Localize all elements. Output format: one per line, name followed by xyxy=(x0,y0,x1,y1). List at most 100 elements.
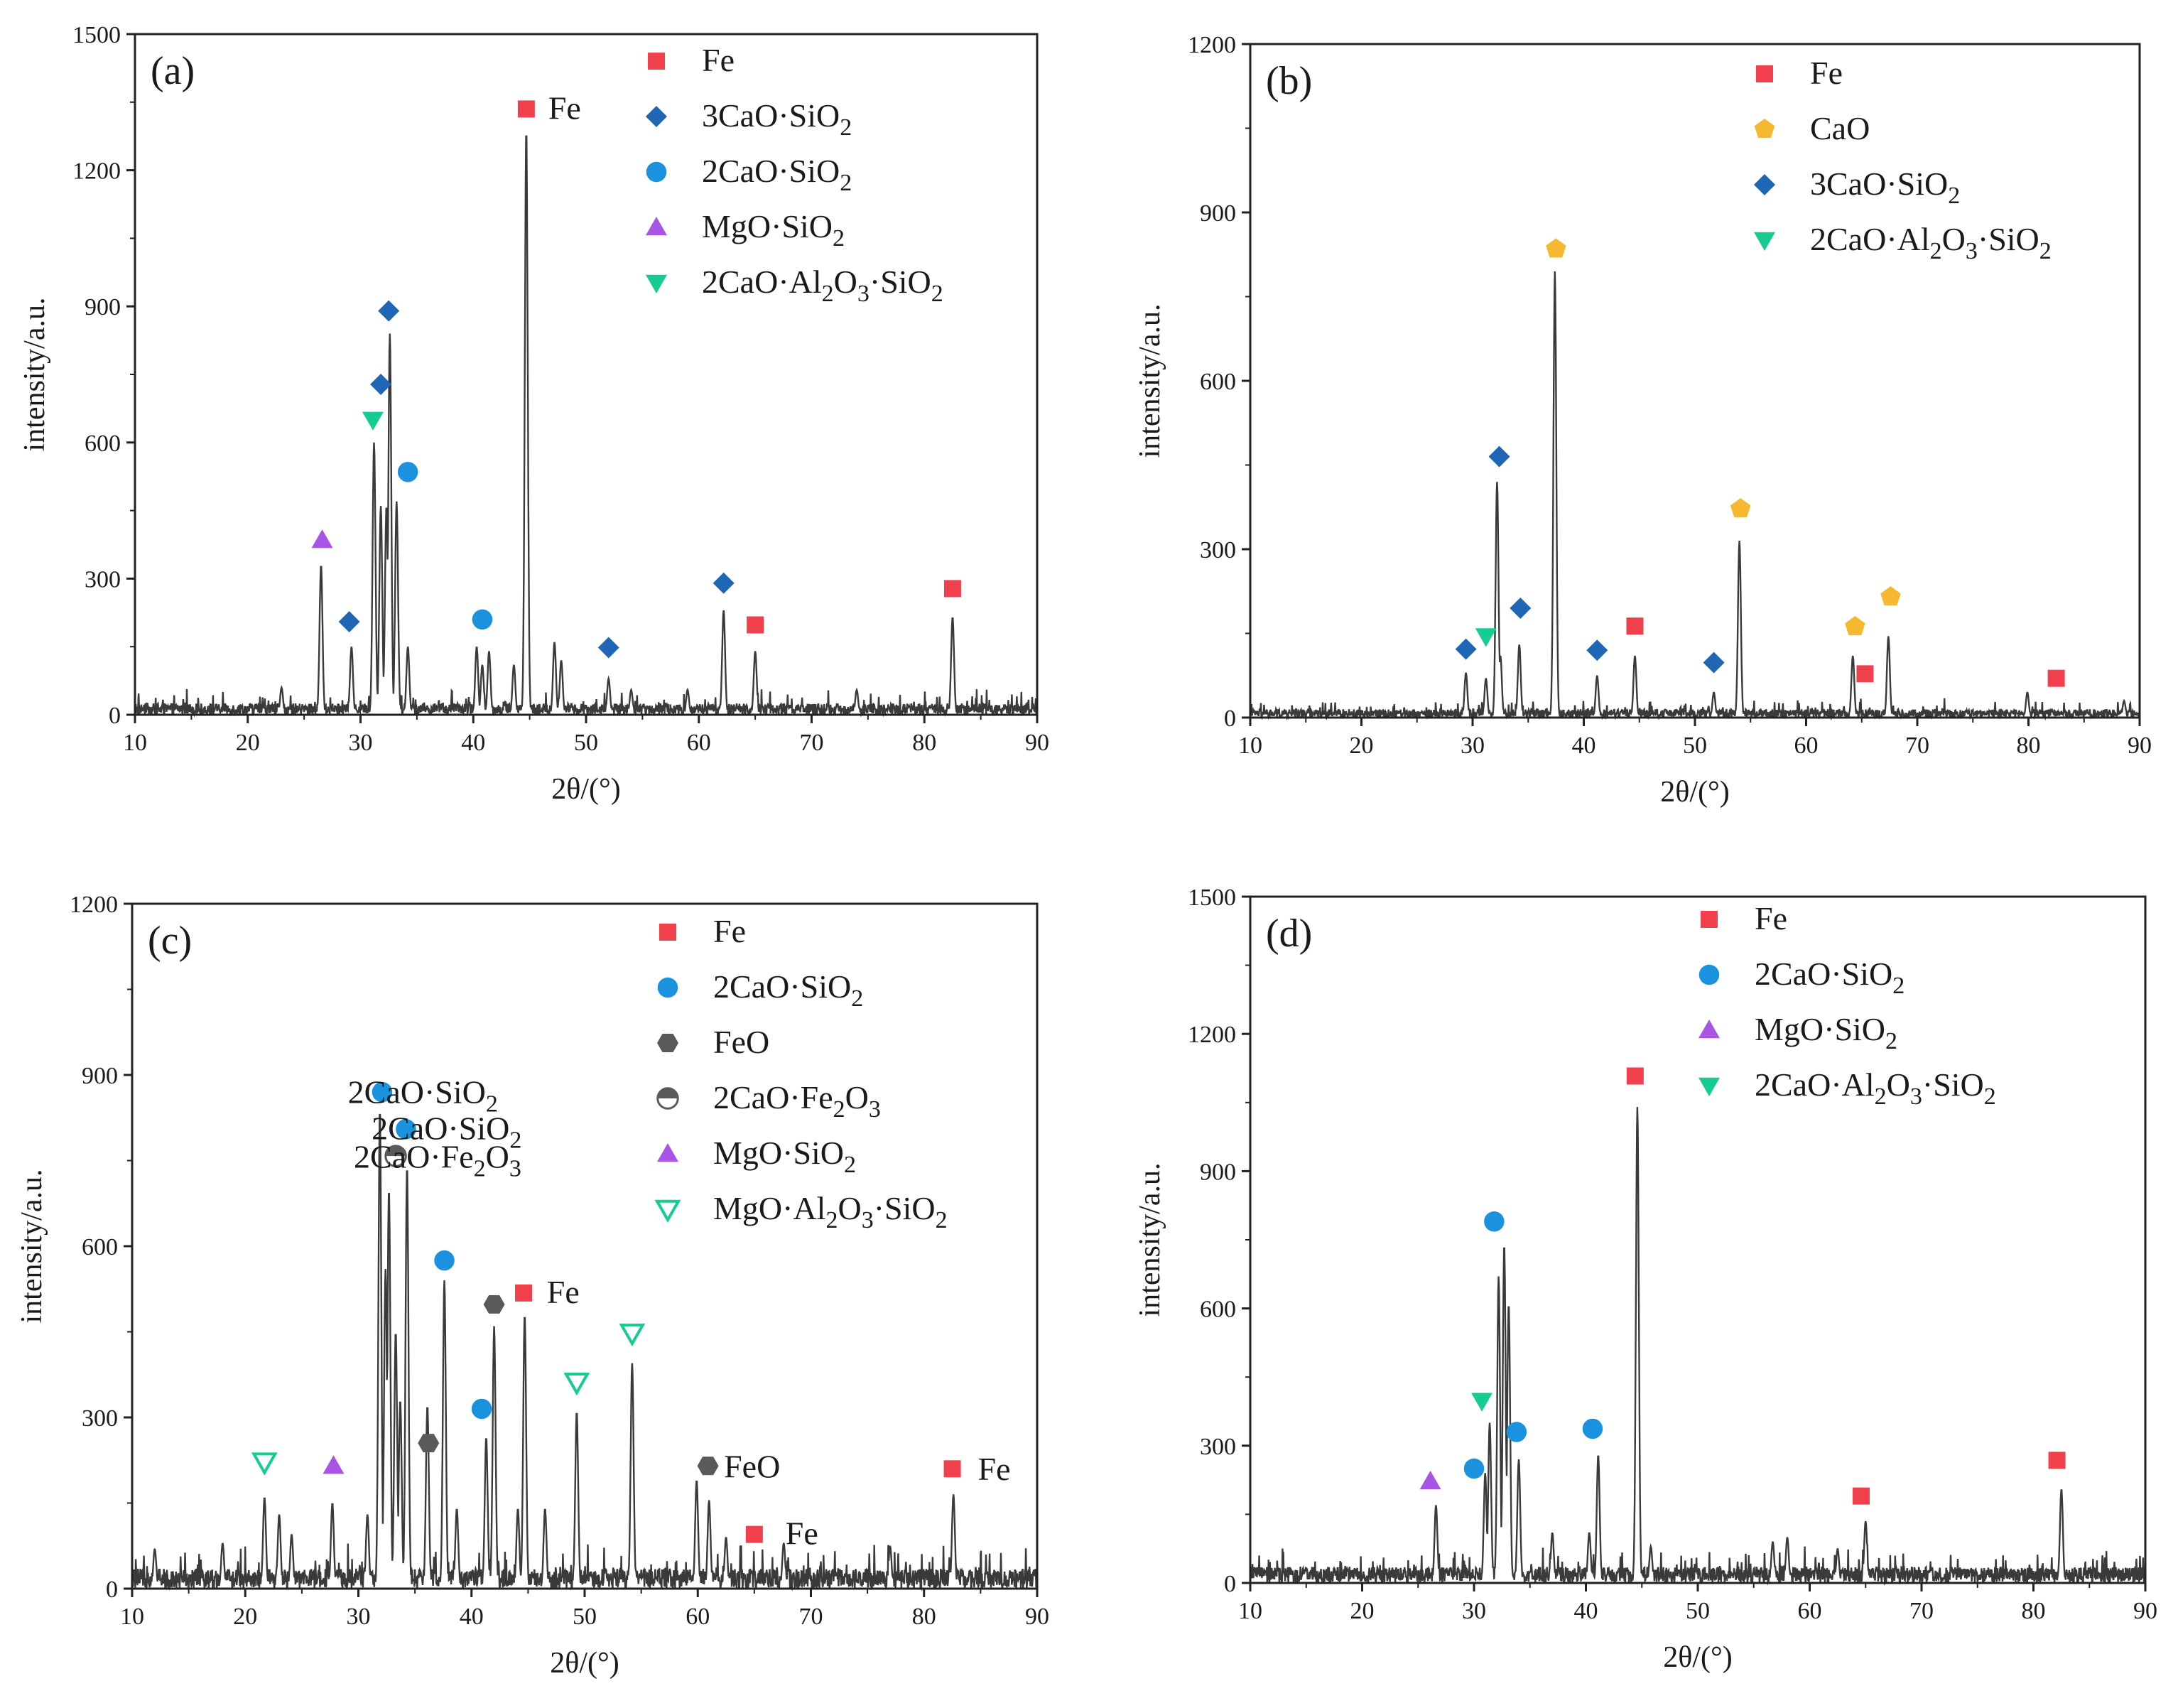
peak-marker-c2as xyxy=(1471,1393,1493,1412)
xrd-trace xyxy=(1249,1107,2147,1586)
peak-marker-cao xyxy=(1880,586,1901,606)
peak-marker-c2s xyxy=(397,462,418,482)
peak-marker-feo xyxy=(697,1456,719,1476)
peak-marker-c2s xyxy=(1463,1458,1485,1479)
legend-entry: Fe xyxy=(1755,900,1787,936)
peak-marker-c3s xyxy=(1703,652,1725,674)
peak-marker-feo xyxy=(418,1434,440,1453)
x-tick-label: 70 xyxy=(800,730,824,756)
y-tick-label: 300 xyxy=(1200,1434,1236,1460)
peak-marker-ms xyxy=(311,529,333,548)
legend-marker-c2s xyxy=(1698,964,1720,985)
y-axis-title: intensity/a.u. xyxy=(1134,304,1166,458)
y-tick-label: 0 xyxy=(1224,706,1236,732)
legend: Fe 2CaO·SiO2 FeO 2CaO·Fe2O3 MgO·SiO2 MgO·Al2O… xyxy=(654,913,948,1233)
x-tick-label: 60 xyxy=(1798,1598,1822,1624)
x-axis-title: 2θ/(°) xyxy=(1663,1641,1733,1674)
y-tick-label: 1500 xyxy=(1188,885,1236,911)
peak-annotation: Fe xyxy=(786,1515,818,1552)
x-tick-label: 30 xyxy=(1461,733,1485,759)
peak-marker-c2s xyxy=(1484,1211,1505,1232)
x-tick-label: 20 xyxy=(236,730,260,756)
legend-marker-c2f xyxy=(656,1087,679,1110)
legend-entry: CaO xyxy=(1810,110,1870,146)
legend-entry: Fe xyxy=(702,42,735,78)
legend-marker-c2as xyxy=(1754,232,1775,251)
peak-marker-c3s xyxy=(1488,445,1510,467)
peak-annotation: Fe xyxy=(547,1274,580,1310)
y-tick-label: 300 xyxy=(82,1405,118,1432)
legend-entry: 3CaO·SiO2 xyxy=(702,97,852,141)
legend-entry: Fe xyxy=(1810,55,1843,91)
legend-entry: 2CaO·SiO2 xyxy=(702,153,852,196)
peak-marker-fe xyxy=(1856,665,1874,683)
y-tick-label: 0 xyxy=(106,1577,118,1603)
x-tick-label: 90 xyxy=(1025,1604,1049,1630)
x-tick-label: 80 xyxy=(912,730,936,756)
x-tick-label: 70 xyxy=(1905,733,1929,759)
y-tick-label: 1200 xyxy=(1188,32,1236,58)
legend-marker-c2as xyxy=(1698,1077,1720,1096)
peak-marker-c2s xyxy=(1506,1422,1527,1442)
peak-marker-mas xyxy=(251,1452,278,1476)
y-axis-title: intensity/a.u. xyxy=(1134,1163,1166,1317)
peak-annotation: Fe xyxy=(977,1451,1010,1487)
y-tick-label: 600 xyxy=(82,1234,118,1260)
x-tick-label: 40 xyxy=(460,1604,484,1630)
peak-marker-c3s xyxy=(597,637,619,659)
legend-marker-c3s xyxy=(646,106,667,127)
legend-marker-ms xyxy=(657,1143,678,1162)
x-tick-label: 20 xyxy=(233,1604,257,1630)
panel-label: (d) xyxy=(1266,912,1312,956)
peak-marker-c2s xyxy=(472,609,493,630)
peak-marker-c3s xyxy=(1586,639,1608,661)
peak-marker-c3s xyxy=(378,300,400,322)
peak-marker-ms xyxy=(323,1455,345,1474)
x-tick-label: 20 xyxy=(1350,1598,1375,1624)
panel-label: (a) xyxy=(151,49,195,93)
legend-marker-mas xyxy=(654,1199,681,1223)
legend-entry: 2CaO·Al2O3·SiO2 xyxy=(1810,221,2052,264)
peak-marker-c3s xyxy=(713,572,735,594)
peak-marker-fe xyxy=(745,1525,763,1543)
y-tick-label: 600 xyxy=(1200,369,1236,395)
y-tick-label: 900 xyxy=(85,294,121,320)
x-tick-label: 60 xyxy=(687,730,711,756)
x-tick-label: 50 xyxy=(1686,1598,1710,1624)
legend-entry: 2CaO·Fe2O3 xyxy=(713,1079,881,1123)
peak-marker-c2s xyxy=(1582,1418,1603,1439)
x-tick-label: 40 xyxy=(1574,1598,1598,1624)
x-axis-title: 2θ/(°) xyxy=(551,773,621,806)
x-tick-label: 30 xyxy=(347,1604,371,1630)
legend-entry: MgO·Al2O3·SiO2 xyxy=(713,1190,948,1233)
panel-a: 10 20 30 40 50 60 70 80 900300600900120015002θ/(… xyxy=(18,22,1049,806)
y-tick-label: 1200 xyxy=(1188,1022,1236,1048)
x-tick-label: 60 xyxy=(686,1604,710,1630)
legend-marker-c2as xyxy=(646,274,667,293)
x-tick-label: 10 xyxy=(120,1604,144,1630)
legend-marker-c2s xyxy=(657,977,678,998)
peak-marker-c2s xyxy=(471,1398,492,1420)
x-tick-label: 80 xyxy=(2022,1598,2046,1624)
x-tick-label: 50 xyxy=(574,730,598,756)
peak-marker-c2s xyxy=(434,1250,455,1271)
legend-marker-ms xyxy=(646,217,667,236)
peak-marker-fe xyxy=(1626,617,1644,635)
legend-marker-feo xyxy=(657,1034,678,1052)
legend-marker-c3s xyxy=(1754,174,1775,195)
legend-entry: MgO·SiO2 xyxy=(713,1135,856,1178)
x-tick-label: 30 xyxy=(349,730,373,756)
legend-entry: 2CaO·SiO2 xyxy=(713,968,863,1012)
peak-marker-c3s xyxy=(1455,638,1477,660)
x-tick-label: 40 xyxy=(461,730,485,756)
y-tick-label: 900 xyxy=(1200,1159,1236,1185)
peak-marker-c2s xyxy=(372,1081,393,1103)
panel-b: 10 20 30 40 50 60 70 80 90030060090012002θ/(°)in… xyxy=(1134,32,2152,809)
legend-marker-fe xyxy=(1756,65,1773,82)
y-tick-label: 0 xyxy=(1224,1571,1236,1597)
y-tick-label: 900 xyxy=(1200,200,1236,227)
legend-marker-fe xyxy=(659,924,676,941)
legend-entry: Fe xyxy=(713,913,746,949)
panel-label: (c) xyxy=(148,919,192,963)
